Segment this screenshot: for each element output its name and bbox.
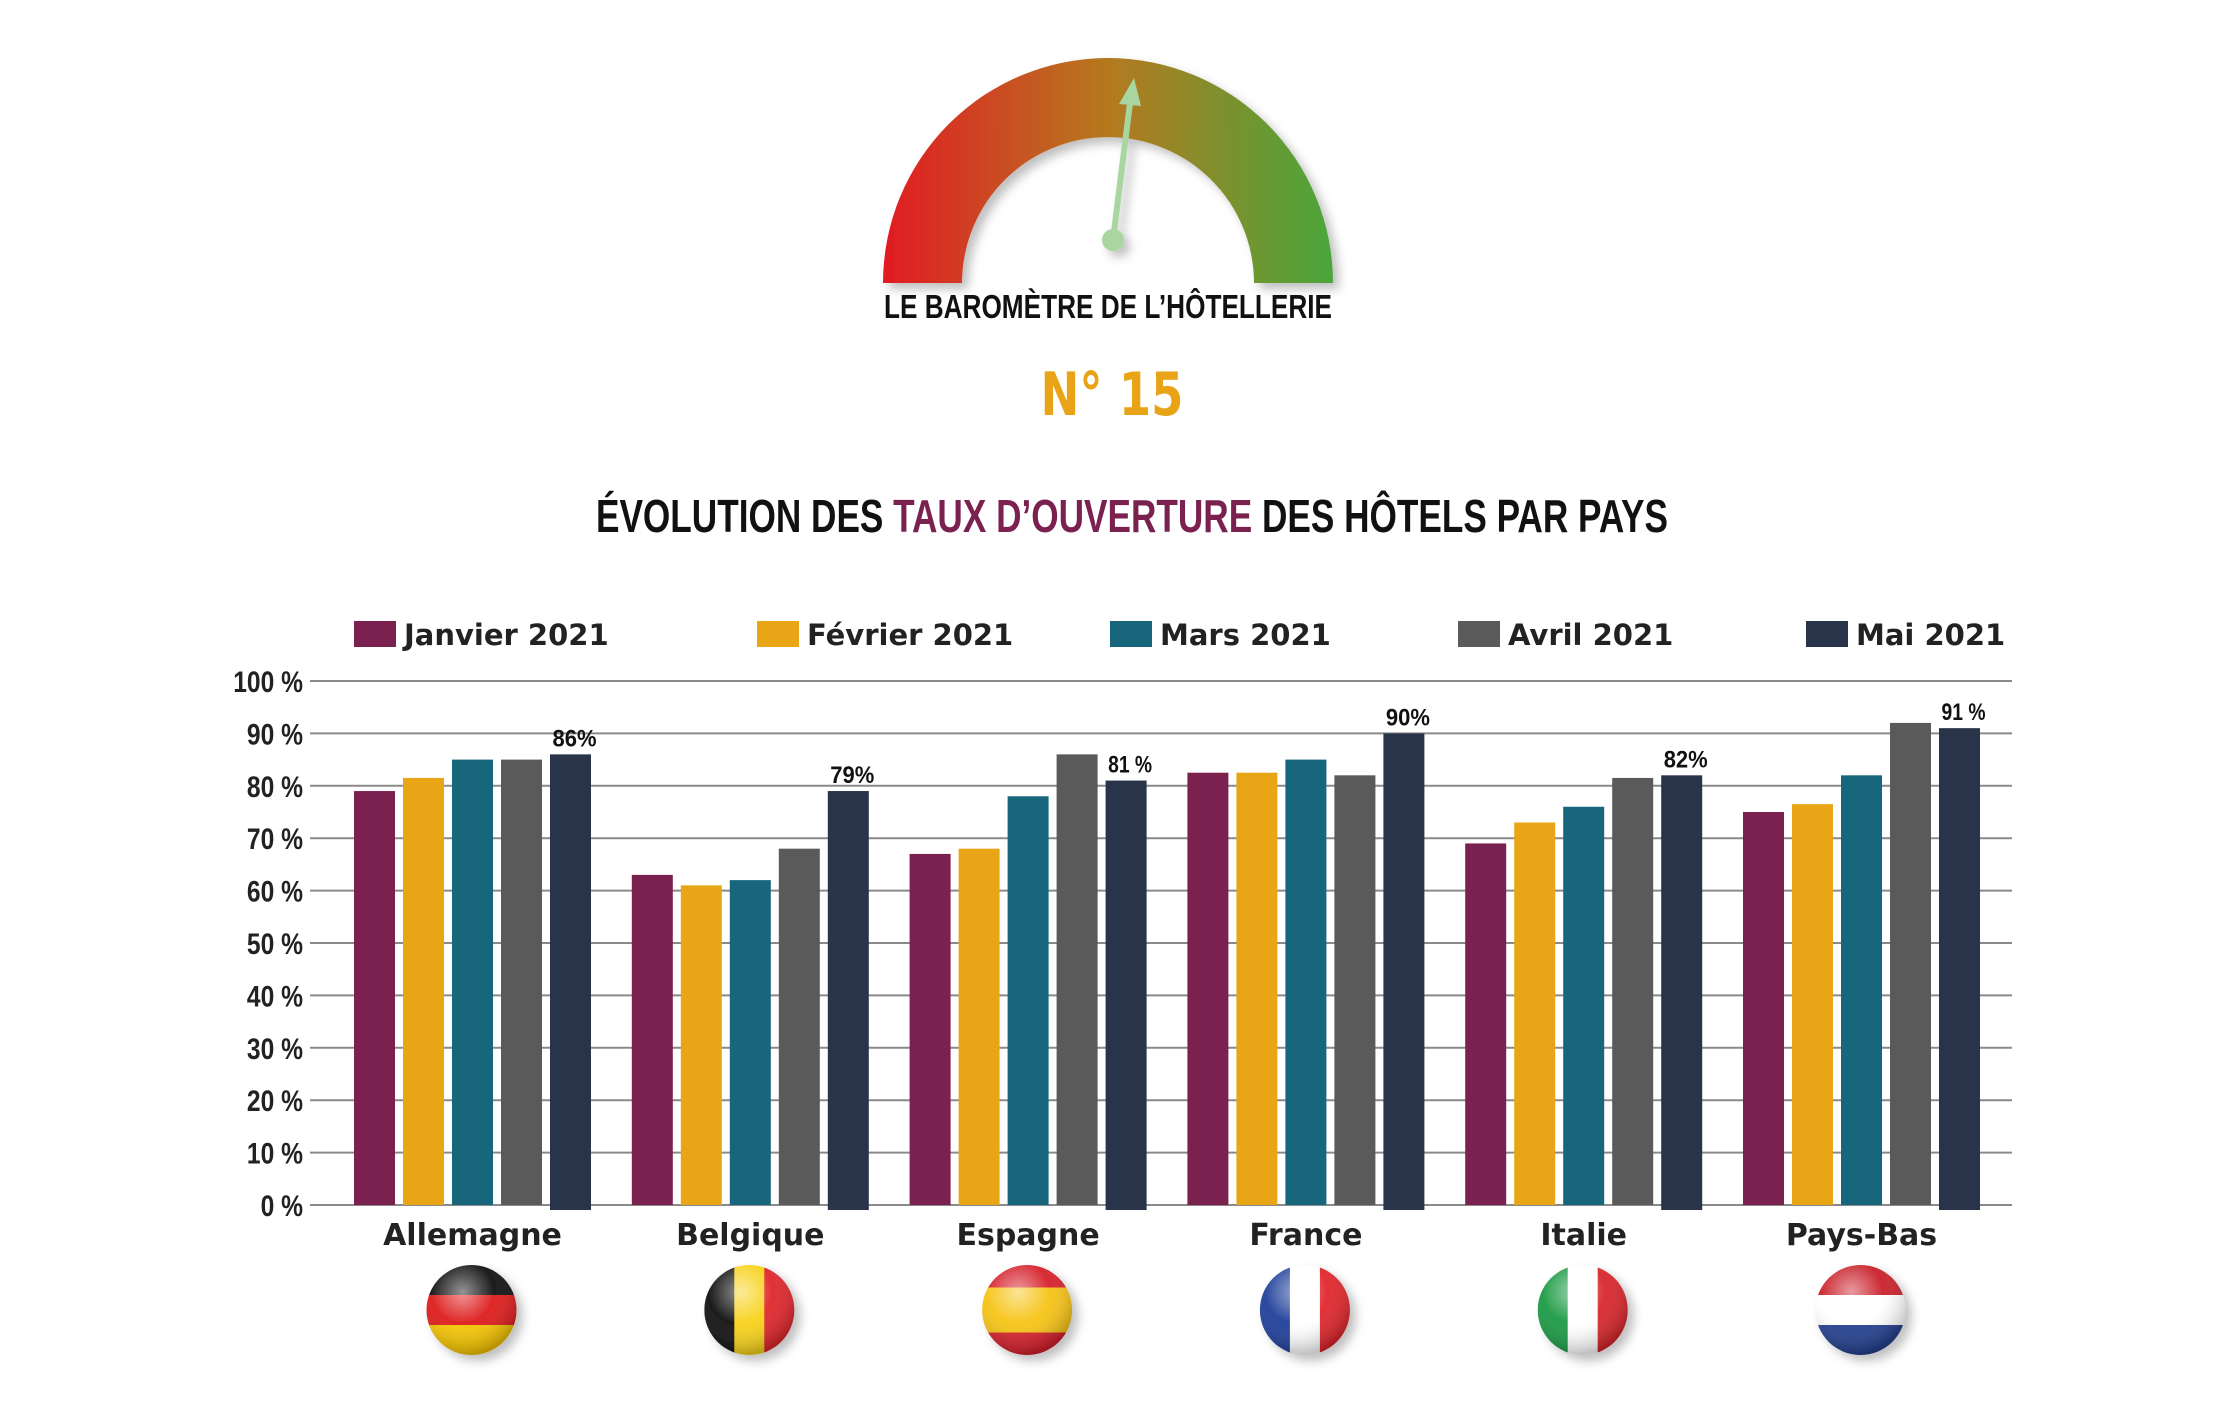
y-axis-ticks: 0 % 10 % 20 % 30 % 40 % 50 % 60 % 70 % 80 % 90 % 1… — [233, 665, 303, 1223]
issue-number: N° 15 — [1041, 360, 1184, 430]
bar-allemagne-1 — [354, 791, 395, 1205]
chart-title-part2: DES HÔTELS PAR PAYS — [1252, 490, 1668, 542]
bar-allemagne-3 — [452, 759, 493, 1205]
y-tick-label: 90 % — [247, 717, 303, 751]
y-tick-label: 100 % — [233, 665, 303, 699]
gridlines — [310, 680, 2012, 1206]
flag-gloss — [704, 1265, 795, 1355]
legend-label: Avril 2021 — [1508, 618, 1673, 652]
y-tick-label: 30 % — [247, 1031, 303, 1065]
legend-label: Janvier 2021 — [402, 618, 609, 652]
bar-espagne-4 — [1056, 754, 1098, 1205]
bar-espagne-5 — [1105, 780, 1147, 1210]
data-labels: 86% 79% 81 % 90% 82% 91 % — [553, 699, 1986, 789]
bar-italie-3 — [1563, 806, 1605, 1205]
bar-espagne-2 — [958, 848, 1000, 1205]
legend-label: Février 2021 — [807, 618, 1013, 652]
category-label: Allemagne — [383, 1218, 562, 1253]
france-flag-icon — [1259, 1265, 1350, 1355]
bar-italie-5 — [1661, 775, 1703, 1210]
legend: Janvier 2021 Février 2021 Mars 2021 Avril 2… — [354, 618, 2005, 652]
category-label: Belgique — [676, 1218, 824, 1253]
legend-swatch — [1458, 621, 1500, 647]
category-label: France — [1249, 1218, 1362, 1253]
bar-allemagne-2 — [403, 777, 444, 1205]
legend-swatch — [354, 621, 396, 647]
data-label: 81 % — [1108, 752, 1152, 779]
bar-pays-bas-5 — [1939, 728, 1980, 1210]
legend-swatch — [1110, 621, 1152, 647]
data-label: 79% — [830, 762, 874, 789]
data-label: 90% — [1386, 704, 1430, 731]
y-tick-label: 50 % — [247, 927, 303, 961]
category-label: Espagne — [956, 1218, 1099, 1253]
data-label: 82% — [1664, 746, 1708, 773]
bar-espagne-1 — [909, 853, 951, 1205]
y-tick-label: 20 % — [247, 1084, 303, 1118]
bar-belgique-5 — [827, 791, 869, 1210]
bars — [354, 722, 1980, 1210]
y-tick-label: 60 % — [247, 874, 303, 908]
bar-pays-bas-3 — [1841, 775, 1882, 1205]
bar-italie-2 — [1514, 822, 1556, 1205]
bar-italie-4 — [1612, 777, 1654, 1205]
barometer-gauge-icon — [883, 58, 1333, 283]
bar-allemagne-5 — [550, 754, 591, 1210]
bar-france-5 — [1383, 733, 1425, 1210]
gauge-needle — [1110, 94, 1134, 241]
bar-belgique-4 — [778, 848, 820, 1205]
flag-gloss — [982, 1265, 1073, 1355]
category-label: Pays-Bas — [1786, 1218, 1937, 1253]
bar-belgique-2 — [680, 885, 722, 1205]
y-tick-label: 10 % — [247, 1136, 303, 1170]
bar-france-2 — [1236, 772, 1278, 1205]
chart-title-part1: ÉVOLUTION DES — [596, 490, 893, 542]
gauge-title: LE BAROMÈTRE DE L’HÔTELLERIE — [884, 287, 1332, 325]
chart-title: ÉVOLUTION DES TAUX D’OUVERTURE DES HÔTEL… — [596, 490, 1668, 542]
bar-pays-bas-1 — [1743, 812, 1784, 1205]
data-label: 86% — [553, 725, 597, 752]
flag-gloss — [426, 1265, 517, 1355]
germany-flag-icon — [426, 1265, 517, 1355]
flag-gloss — [1259, 1265, 1350, 1355]
bar-pays-bas-4 — [1890, 722, 1931, 1205]
bar-france-3 — [1285, 759, 1327, 1205]
bar-pays-bas-2 — [1792, 804, 1833, 1205]
bar-allemagne-4 — [501, 759, 542, 1205]
belgium-flag-icon — [704, 1265, 795, 1355]
legend-label: Mai 2021 — [1856, 618, 2005, 652]
gauge-needle-pivot — [1102, 229, 1124, 251]
bar-belgique-1 — [631, 874, 673, 1205]
bar-france-1 — [1187, 772, 1229, 1205]
x-axis-categories: Allemagne Belgique Espagne France Italie Pays… — [383, 1218, 1937, 1253]
legend-label: Mars 2021 — [1160, 618, 1331, 652]
netherlands-flag-icon — [1815, 1265, 1906, 1355]
flags — [426, 1265, 1906, 1355]
y-tick-label: 70 % — [247, 822, 303, 856]
category-label: Italie — [1540, 1218, 1627, 1253]
bar-belgique-3 — [729, 880, 771, 1205]
spain-flag-icon — [982, 1265, 1073, 1355]
legend-swatch — [757, 621, 799, 647]
bar-italie-1 — [1465, 843, 1507, 1205]
bar-espagne-3 — [1007, 796, 1049, 1205]
italy-flag-icon — [1537, 1265, 1628, 1355]
chart-title-highlight: TAUX D’OUVERTURE — [893, 490, 1252, 542]
legend-swatch — [1806, 621, 1848, 647]
y-tick-label: 40 % — [247, 979, 303, 1013]
data-label: 91 % — [1942, 699, 1986, 726]
gauge-needle-tip — [1119, 78, 1141, 106]
gauge-arc — [883, 58, 1333, 283]
flag-gloss — [1537, 1265, 1628, 1355]
y-tick-label: 0 % — [261, 1189, 303, 1223]
flag-gloss — [1815, 1265, 1906, 1355]
y-tick-label: 80 % — [247, 769, 303, 803]
bar-france-4 — [1334, 775, 1376, 1205]
